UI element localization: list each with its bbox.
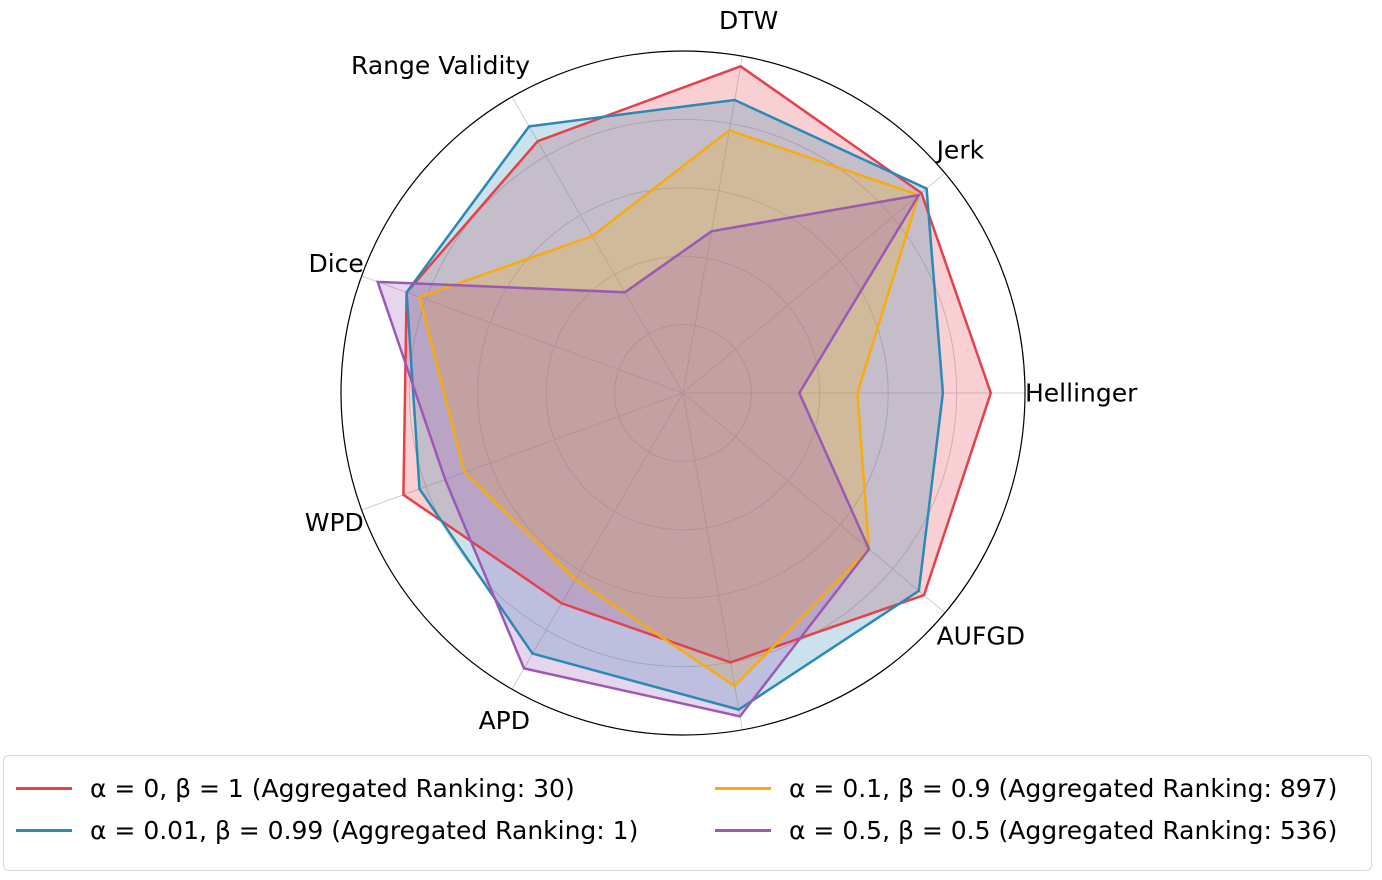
outer-frame xyxy=(340,50,1026,736)
series-fill-2 xyxy=(419,130,919,687)
grid-spoke-6 xyxy=(511,392,684,690)
radar-grid xyxy=(340,50,1026,736)
axis-label-7: Density xyxy=(701,751,796,755)
radar-axis-labels: Hellinger Jerk DTW Range Validity Dice WPD APD… xyxy=(305,6,1138,755)
legend-swatch-0 xyxy=(16,786,72,790)
grid-spoke-5 xyxy=(361,392,684,511)
legend-label-2: α = 0.1, β = 0.9 (Aggregated Ranking: 89… xyxy=(789,773,1338,803)
axis-label-8: AUFGD xyxy=(937,621,1025,650)
legend-swatch-2 xyxy=(715,786,771,790)
series-fill-1 xyxy=(406,100,943,710)
grid-spoke-7 xyxy=(682,392,743,730)
grid-spoke-3 xyxy=(511,96,684,394)
series-line-0 xyxy=(402,64,993,664)
axis-label-1: Jerk xyxy=(935,136,985,165)
axis-label-6: APD xyxy=(479,706,530,735)
axis-label-5: WPD xyxy=(305,508,364,537)
legend-label-0: α = 0, β = 1 (Aggregated Ranking: 30) xyxy=(90,773,575,803)
legend-label-1: α = 0.01, β = 0.99 (Aggregated Ranking: … xyxy=(90,815,639,845)
grid-spoke-4 xyxy=(361,275,684,394)
legend-swatch-1 xyxy=(16,828,72,832)
legend-item-3: α = 0.5, β = 0.5 (Aggregated Ranking: 53… xyxy=(715,810,1337,850)
legend-label-3: α = 0.5, β = 0.5 (Aggregated Ranking: 53… xyxy=(789,815,1338,845)
legend-item-1: α = 0.01, β = 0.99 (Aggregated Ranking: … xyxy=(16,810,638,850)
legend: α = 0, β = 1 (Aggregated Ranking: 30) α … xyxy=(3,755,1372,871)
axis-label-3: Range Validity xyxy=(351,51,530,80)
series-line-3 xyxy=(375,193,922,718)
series-fill-3 xyxy=(377,195,919,717)
radar-series xyxy=(375,64,993,718)
radar-chart: Hellinger Jerk DTW Range Validity Dice WPD APD… xyxy=(305,6,1138,755)
grid-spoke-1 xyxy=(682,172,946,394)
series-line-1 xyxy=(405,98,945,711)
axis-label-0: Hellinger xyxy=(1025,379,1138,408)
axis-label-2: DTW xyxy=(719,6,778,35)
series-fill-0 xyxy=(403,66,991,663)
grid-spoke-8 xyxy=(682,392,946,614)
legend-swatch-3 xyxy=(715,828,771,832)
series-line-2 xyxy=(418,128,921,688)
axis-label-4: Dice xyxy=(308,249,363,278)
legend-item-2: α = 0.1, β = 0.9 (Aggregated Ranking: 89… xyxy=(715,768,1337,808)
legend-item-0: α = 0, β = 1 (Aggregated Ranking: 30) xyxy=(16,768,575,808)
grid-spoke-2 xyxy=(682,56,743,394)
